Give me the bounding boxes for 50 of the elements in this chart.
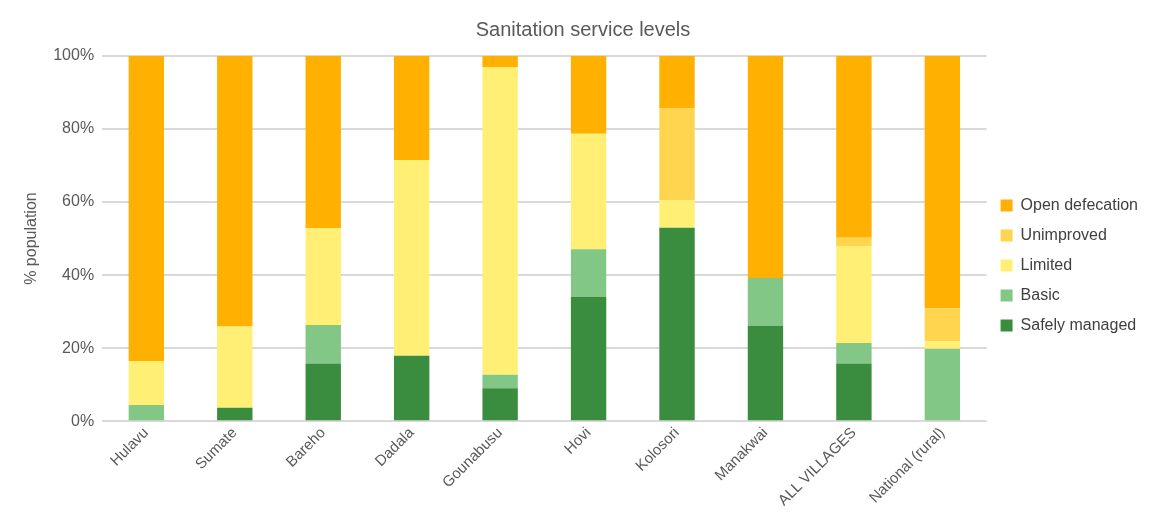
bar — [393, 160, 430, 356]
bar — [924, 341, 961, 349]
legend-label: Basic — [1020, 285, 1060, 303]
bar — [836, 237, 872, 246]
bar — [659, 108, 695, 201]
bar — [305, 56, 341, 228]
y-tick-label: 20% — [62, 338, 95, 356]
bar — [836, 245, 872, 344]
bar — [836, 343, 872, 364]
bar — [570, 133, 607, 250]
bar — [924, 308, 961, 342]
bar — [217, 326, 253, 408]
bar — [217, 407, 253, 421]
bar — [836, 56, 872, 238]
bar — [570, 249, 607, 297]
bar — [305, 325, 341, 364]
bar — [924, 348, 961, 421]
bar — [747, 325, 784, 421]
bar — [482, 388, 518, 421]
bar — [659, 227, 695, 421]
legend-label: Open defecation — [1020, 195, 1138, 213]
bar — [305, 363, 341, 421]
y-tick-label: 0% — [71, 411, 95, 429]
bar — [393, 355, 430, 421]
bar — [924, 56, 961, 309]
bar — [482, 374, 518, 389]
bar — [482, 66, 518, 375]
bar — [570, 296, 607, 421]
bar — [128, 405, 165, 421]
bar — [482, 56, 518, 67]
y-tick-label: 100% — [53, 46, 95, 64]
y-tick-label: 40% — [62, 265, 95, 283]
legend-label: Unimproved — [1020, 225, 1107, 243]
bar — [570, 56, 607, 134]
y-axis-title: % population — [22, 192, 40, 285]
y-tick-label: 60% — [62, 192, 95, 210]
bar — [393, 56, 430, 161]
bar — [747, 278, 784, 326]
bar — [836, 363, 872, 421]
bar — [128, 360, 165, 406]
y-tick-label: 80% — [62, 119, 95, 137]
chart-title: Sanitation service levels — [475, 17, 691, 40]
legend-label: Limited — [1020, 255, 1073, 273]
bar — [747, 56, 784, 279]
bar — [305, 227, 341, 326]
bar — [128, 56, 165, 361]
bar — [659, 200, 695, 228]
legend-label: Safely managed — [1020, 315, 1137, 333]
bar — [659, 56, 695, 109]
bar — [217, 56, 253, 327]
